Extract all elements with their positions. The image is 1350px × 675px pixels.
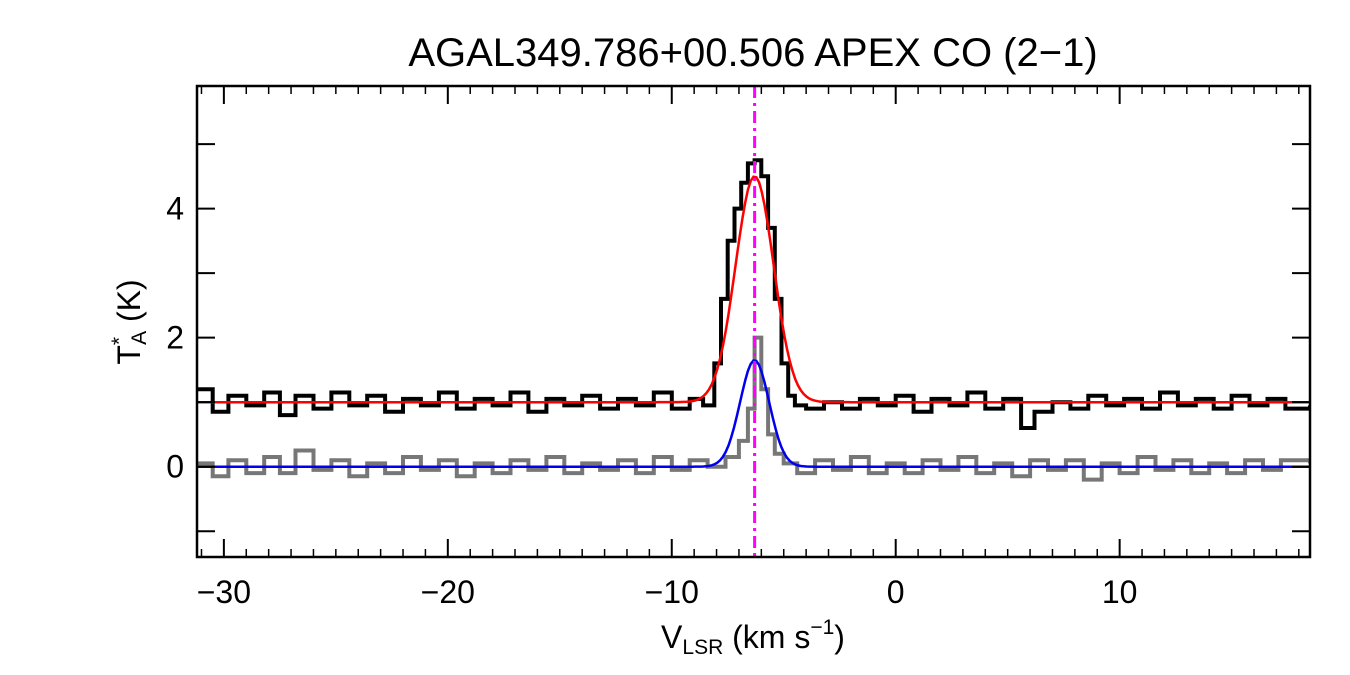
x-axis-label-main: V	[661, 619, 683, 655]
series-line-3	[197, 175, 1310, 404]
x-axis-label-units: (km s	[723, 619, 810, 655]
y-axis-label-main: T	[111, 345, 147, 365]
y-axis-label-units: (K)	[111, 279, 147, 331]
y-tick-label: 2	[166, 320, 184, 356]
x-axis-label: VLSR (km s−1)	[661, 616, 845, 659]
x-axis-label-close: )	[834, 619, 845, 655]
y-tick-label: 0	[166, 449, 184, 485]
x-axis-label-exponent: −1	[810, 616, 834, 639]
x-tick-label: −30	[197, 574, 251, 610]
x-tick-label: −10	[645, 574, 699, 610]
series-line-4	[197, 359, 1310, 468]
chart-title: AGAL349.786+00.506 APEX CO (2−1)	[408, 31, 1097, 75]
x-axis-label-sub: LSR	[682, 636, 723, 659]
y-axis-label: T*A (K)	[108, 279, 151, 364]
x-tick-label: 0	[887, 574, 905, 610]
ticks-layer: −30 −20 −10 0 10 0 2 4	[166, 86, 1310, 610]
y-tick-label: 4	[166, 191, 184, 227]
x-tick-label: −20	[421, 574, 475, 610]
plot-area: −30 −20 −10 0 10 0 2 4	[166, 84, 1312, 610]
plot-frame	[195, 84, 1312, 559]
y-axis-label-sub: A	[128, 331, 151, 345]
y-axis-label-sup: *	[108, 337, 131, 345]
x-tick-label: 10	[1102, 574, 1138, 610]
